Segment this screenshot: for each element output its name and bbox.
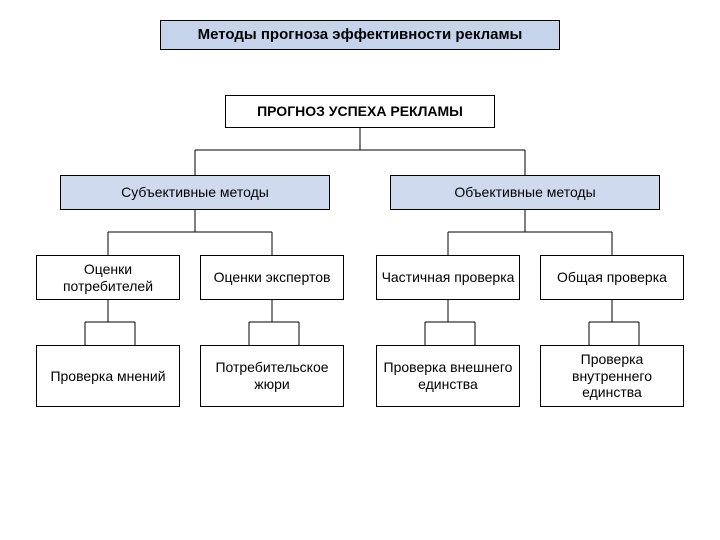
node-general-check: Общая проверка <box>540 255 684 300</box>
node-external-unity: Проверка внешнего единства <box>376 345 520 407</box>
node-internal-unity: Проверка внутреннего единства <box>540 345 684 407</box>
node-opinion-check: Проверка мнений <box>36 345 180 407</box>
node-partial-check: Частичная проверка <box>376 255 520 300</box>
node-expert-ratings: Оценки экспертов <box>200 255 344 300</box>
category-subjective: Субъективные методы <box>60 175 330 210</box>
root-node: ПРОГНОЗ УСПЕХА РЕКЛАМЫ <box>225 95 495 128</box>
category-objective: Объективные методы <box>390 175 660 210</box>
diagram-title: Методы прогноза эффективности рекламы <box>160 20 560 50</box>
node-consumer-jury: Потребительское жюри <box>200 345 344 407</box>
node-consumer-ratings: Оценки потребителей <box>36 255 180 300</box>
